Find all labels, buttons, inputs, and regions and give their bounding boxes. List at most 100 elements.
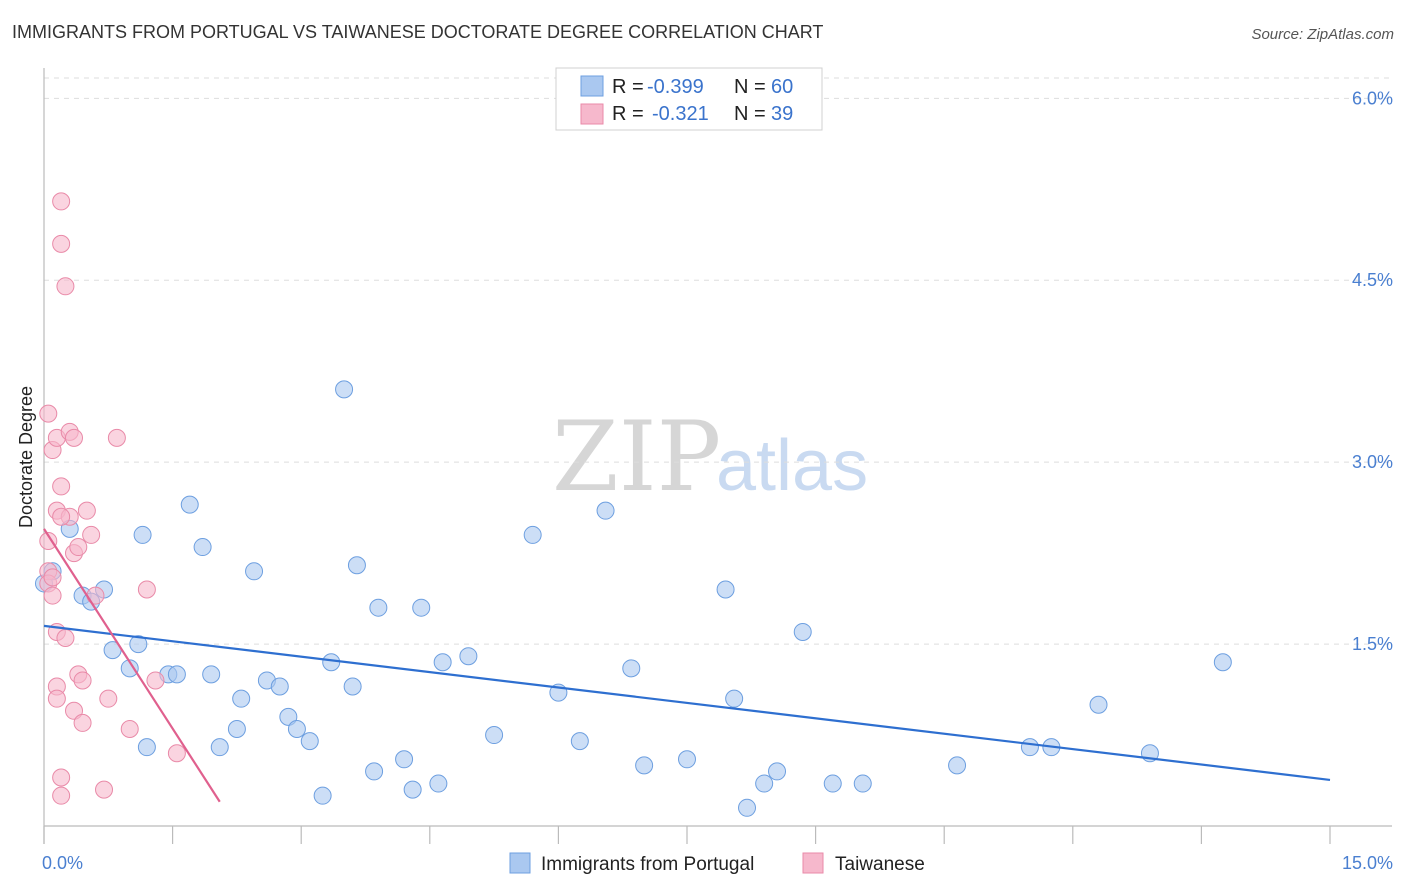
legend-swatch-blue <box>580 75 604 97</box>
data-point <box>793 622 812 641</box>
data-point <box>227 719 246 738</box>
chart-title: IMMIGRANTS FROM PORTUGAL VS TAIWANESE DO… <box>12 22 823 42</box>
legend-bottom-swatch-pink <box>802 852 824 874</box>
data-point <box>313 786 332 805</box>
data-point <box>433 653 452 672</box>
x-tick-label-max: 15.0% <box>1342 853 1393 873</box>
legend-r-label-2: R = <box>612 103 644 125</box>
watermark: ZIP atlas <box>552 401 868 513</box>
data-point <box>107 428 126 447</box>
data-point <box>725 689 744 708</box>
data-point <box>202 665 221 684</box>
data-point <box>1213 653 1232 672</box>
legend-r-value-2: -0.321 <box>652 103 709 125</box>
data-point <box>245 562 264 581</box>
data-point <box>120 659 139 678</box>
data-point <box>768 762 787 781</box>
data-point <box>69 538 88 557</box>
legend-swatch-pink <box>580 103 604 125</box>
data-point <box>270 677 289 696</box>
data-point <box>65 428 84 447</box>
data-point <box>853 774 872 793</box>
data-point <box>523 525 542 544</box>
data-point <box>73 671 92 690</box>
data-point <box>365 762 384 781</box>
data-point <box>120 719 139 738</box>
data-point <box>1020 738 1039 757</box>
data-point <box>716 580 735 599</box>
data-point <box>755 774 774 793</box>
data-point <box>322 653 341 672</box>
data-point <box>52 234 71 253</box>
data-point <box>52 192 71 211</box>
legend-bottom-label-pink: Taiwanese <box>835 854 925 875</box>
data-point <box>210 738 229 757</box>
data-point <box>570 732 589 751</box>
data-point <box>485 726 504 745</box>
data-point <box>52 507 71 526</box>
data-point <box>43 586 62 605</box>
data-point <box>137 580 156 599</box>
data-point <box>129 635 148 654</box>
chart-source: Source: ZipAtlas.com <box>1251 26 1394 43</box>
y-axis-label: Doctorate Degree <box>16 386 36 528</box>
legend-bottom: Immigrants from Portugal Taiwanese <box>509 852 925 875</box>
data-point <box>347 556 366 575</box>
y-tick-label: 1.5% <box>1352 634 1393 654</box>
data-point <box>193 538 212 557</box>
data-point <box>39 404 58 423</box>
legend-r-value-1: -0.399 <box>647 76 704 98</box>
data-point <box>1089 695 1108 714</box>
data-point <box>403 780 422 799</box>
data-point <box>167 665 186 684</box>
legend-n-value-2: 39 <box>771 103 793 125</box>
data-point <box>52 477 71 496</box>
data-point <box>43 568 62 587</box>
legend-n-value-1: 60 <box>771 76 793 98</box>
data-point <box>287 719 306 738</box>
data-point <box>137 738 156 757</box>
legend-bottom-label-blue: Immigrants from Portugal <box>541 854 754 875</box>
data-point <box>73 713 92 732</box>
data-point <box>596 501 615 520</box>
y-tick-label: 4.5% <box>1352 270 1393 290</box>
data-point <box>343 677 362 696</box>
watermark-zip: ZIP <box>552 401 721 513</box>
data-point <box>429 774 448 793</box>
series-taiwanese <box>39 192 186 805</box>
data-point <box>56 629 75 648</box>
data-point <box>52 786 71 805</box>
data-point <box>300 732 319 751</box>
trend-line-immigrants-from-portugal <box>43 624 1331 782</box>
y-tick-labels: 1.5% 3.0% 4.5% 6.0% <box>1352 88 1393 654</box>
legend-top: R = -0.399 N = 60 R = -0.321 N = 39 <box>555 67 823 131</box>
trend-line-taiwanese <box>43 528 221 803</box>
data-point <box>82 525 101 544</box>
data-point <box>635 756 654 775</box>
data-point <box>823 774 842 793</box>
data-point <box>678 750 696 769</box>
watermark-atlas: atlas <box>716 426 868 506</box>
y-tick-label: 6.0% <box>1352 88 1393 108</box>
data-point <box>95 780 114 799</box>
data-point <box>99 689 118 708</box>
y-tick-label: 3.0% <box>1352 452 1393 472</box>
data-point <box>52 768 71 787</box>
data-point <box>146 671 165 690</box>
legend-r-label-1: R = <box>612 76 644 98</box>
axes <box>43 68 1392 844</box>
x-tick-label-min: 0.0% <box>42 853 83 873</box>
data-point <box>133 525 152 544</box>
data-point <box>369 598 388 617</box>
data-point <box>77 501 96 520</box>
legend-n-label-2: N = <box>734 103 766 125</box>
data-point <box>738 798 757 817</box>
trend-lines <box>43 528 1331 803</box>
data-point <box>232 689 251 708</box>
data-point <box>459 647 478 666</box>
data-point <box>948 756 967 775</box>
data-point <box>335 380 354 399</box>
gridlines <box>44 77 1392 645</box>
data-point <box>180 495 199 514</box>
